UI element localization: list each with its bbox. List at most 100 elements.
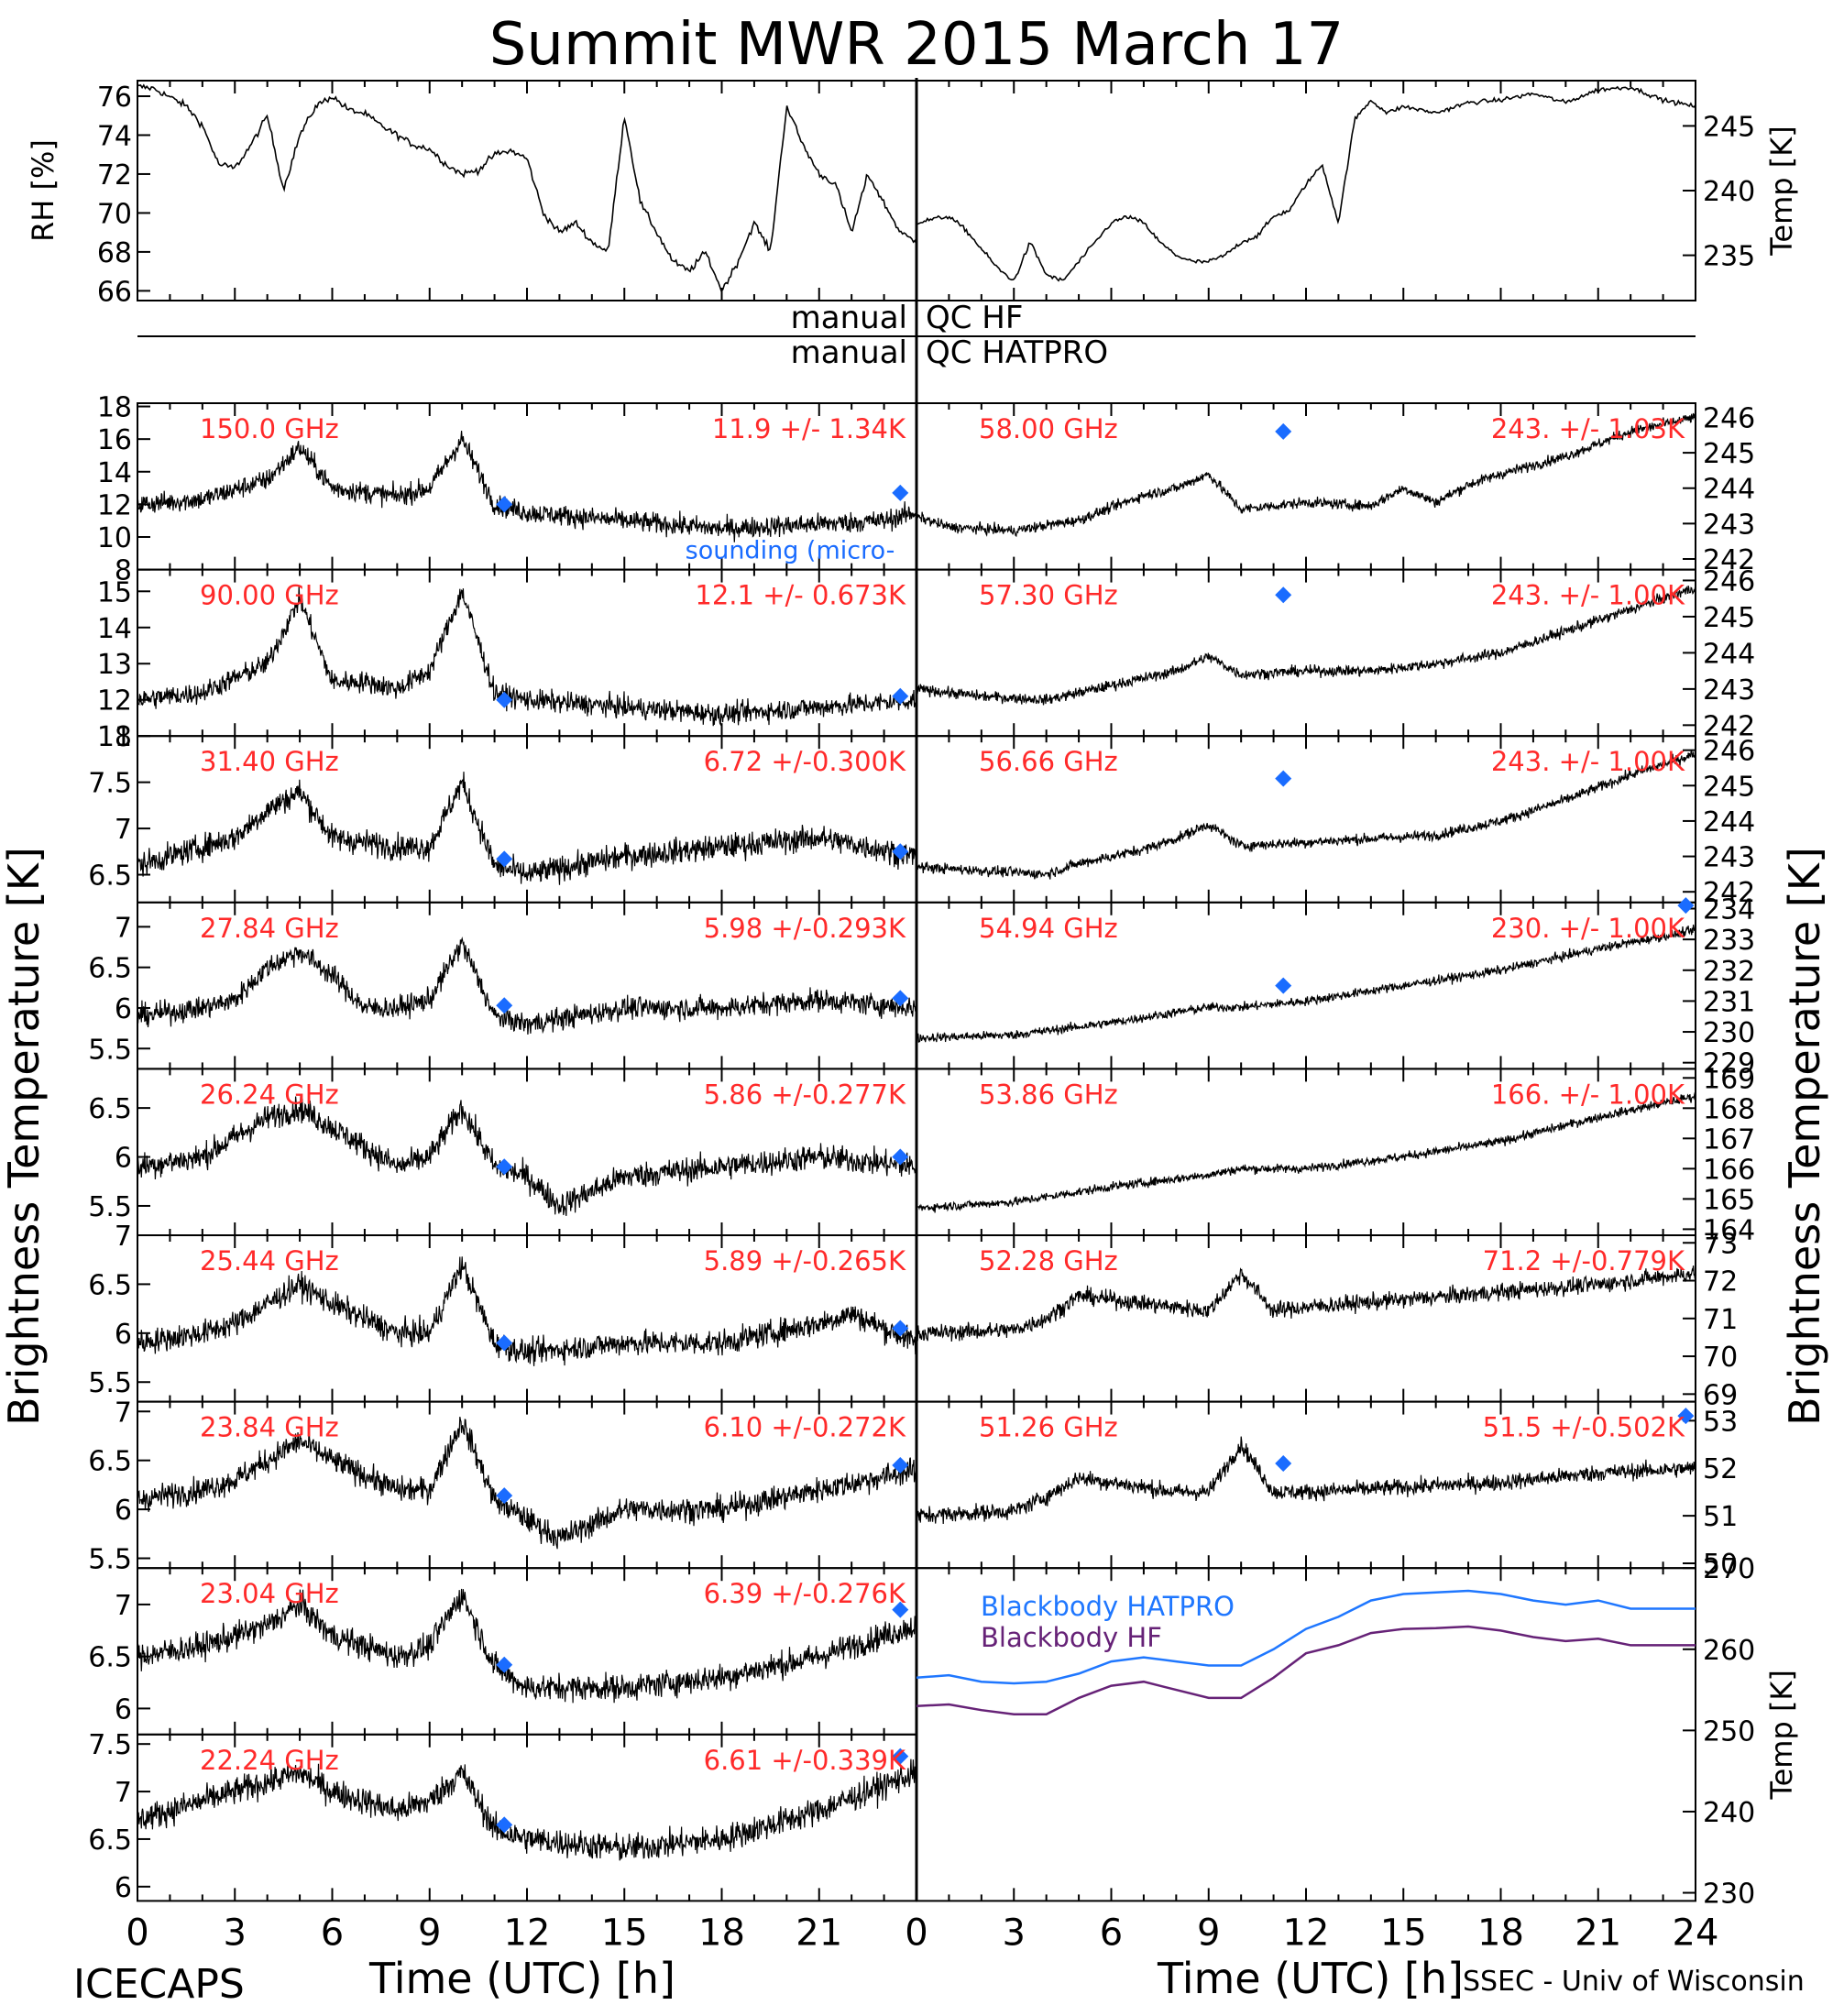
y-tick-label: 16 xyxy=(97,424,132,456)
x-tick-label: 18 xyxy=(698,1912,745,1954)
channel-label: 90.00 GHz xyxy=(200,580,339,611)
series-line-blackbody-hatpro xyxy=(916,1589,1696,1685)
channel-stats: 6.10 +/-0.272K xyxy=(704,1412,906,1443)
channel-label: 54.94 GHz xyxy=(979,913,1118,944)
x-tick-label: 18 xyxy=(1477,1912,1524,1954)
panel-y-label: RH [%] xyxy=(26,139,60,242)
y-tick-label: 70 xyxy=(1703,1342,1738,1374)
sounding-marker xyxy=(1677,1408,1695,1425)
brightness-temperature-trace xyxy=(916,1091,1696,1213)
sounding-marker xyxy=(496,1334,513,1352)
plot-area xyxy=(916,412,1696,538)
sounding-marker xyxy=(496,1656,513,1673)
sounding-marker xyxy=(496,1816,513,1834)
channel-label: 150.0 GHz xyxy=(200,413,339,444)
y-tick-label: 8 xyxy=(115,555,132,587)
y-tick-label: 6 xyxy=(115,1693,132,1726)
y-tick-label: 6.5 xyxy=(88,1824,132,1857)
sounding-marker xyxy=(1275,1455,1292,1473)
brightness-temperature-trace xyxy=(137,1256,916,1366)
y-tick-label: 72 xyxy=(1703,1266,1738,1298)
channel-stats: 5.89 +/-0.265K xyxy=(704,1245,906,1276)
y-tick-label: 168 xyxy=(1703,1093,1755,1125)
panel-y-label: Temp [K] xyxy=(1764,1670,1799,1800)
channel-stats: 51.5 +/-0.502K xyxy=(1483,1412,1685,1443)
channel-stats: 71.2 +/-0.779K xyxy=(1483,1245,1685,1276)
brightness-temperature-trace xyxy=(137,1759,916,1861)
plot-area xyxy=(916,1091,1696,1213)
plot-area xyxy=(137,1095,916,1216)
y-tick-label: 230 xyxy=(1703,1017,1755,1049)
x-axis-label-right: Time (UTC) [h] xyxy=(1157,1954,1464,2003)
channel-label: 22.24 GHz xyxy=(200,1745,339,1776)
y-tick-label: 7 xyxy=(115,1397,132,1429)
brightness-temperature-trace xyxy=(916,749,1696,880)
y-tick-label: 66 xyxy=(97,276,132,308)
channel-stats: 243. +/- 1.03K xyxy=(1491,413,1685,444)
sounding-marker xyxy=(496,496,513,513)
channel-label: 56.66 GHz xyxy=(979,746,1118,777)
y-tick-label: 244 xyxy=(1703,474,1755,506)
y-tick-label: 234 xyxy=(1703,894,1755,926)
y-tick-label: 233 xyxy=(1703,925,1755,957)
y-tick-label: 14 xyxy=(97,457,132,489)
panel-left-3: 6.5 7 7.5 8 31.40 GHz 6.72 +/-0.300K xyxy=(88,721,917,904)
sounding-marker xyxy=(1275,586,1292,604)
channel-label: 31.40 GHz xyxy=(200,746,339,777)
y-tick-label: 76 xyxy=(97,82,132,114)
y-tick-label: 7 xyxy=(115,1590,132,1622)
footer-left: ICECAPS xyxy=(73,1961,245,2008)
y-tick-label: 244 xyxy=(1703,806,1755,838)
y-tick-label: 167 xyxy=(1703,1123,1755,1156)
y-tick-label: 230 xyxy=(1703,1879,1755,1911)
x-tick-label: 6 xyxy=(321,1912,344,1954)
y-tick-label: 50 xyxy=(1703,1549,1738,1581)
y-tick-label: 68 xyxy=(97,237,132,269)
y-tick-label: 5.5 xyxy=(88,1367,132,1399)
y-tick-label: 231 xyxy=(1703,986,1755,1018)
x-tick-label: 21 xyxy=(1575,1912,1621,1954)
channel-label: 27.84 GHz xyxy=(200,913,339,944)
plot-area xyxy=(137,83,916,293)
plot-area xyxy=(137,1759,916,1861)
x-tick-label: 0 xyxy=(905,1912,927,1954)
sounding-marker xyxy=(892,843,909,860)
series-line-blackbody-hf xyxy=(916,1625,1696,1715)
channel-stats: 5.86 +/-0.277K xyxy=(704,1079,906,1110)
y-tick-label: 72 xyxy=(97,159,132,192)
x-tick-label: 21 xyxy=(796,1912,842,1954)
x-tick-label: 3 xyxy=(1003,1912,1026,1954)
x-tick-label: 24 xyxy=(1673,1912,1719,1954)
y-tick-label: 243 xyxy=(1703,842,1755,874)
channel-stats: 243. +/- 1.00K xyxy=(1491,746,1685,777)
channel-stats: 6.39 +/-0.276K xyxy=(704,1578,906,1609)
plot-area xyxy=(916,749,1696,880)
plot-area xyxy=(916,1265,1696,1342)
y-tick-label: 15 xyxy=(97,576,132,608)
panel-right-8: 230 240 250 260 270 Temp [K] Blackbody HATPROB… xyxy=(916,1553,1799,1911)
met-trace xyxy=(916,85,1696,282)
met-trace xyxy=(137,83,916,293)
y-tick-label: 246 xyxy=(1703,402,1755,434)
sounding-marker xyxy=(892,1457,909,1474)
plot-area xyxy=(916,586,1696,706)
channel-label: 51.26 GHz xyxy=(979,1412,1118,1443)
brightness-temperature-trace xyxy=(137,772,916,885)
y-tick-label: 232 xyxy=(1703,956,1755,988)
qc-hf-label: QC HF xyxy=(926,300,1023,336)
y-tick-label: 6 xyxy=(115,1319,132,1351)
sounding-marker xyxy=(892,990,909,1007)
y-tick-label: 73 xyxy=(1703,1228,1738,1260)
sounding-legend: sounding (micro- xyxy=(686,537,895,565)
plot-area xyxy=(137,1588,916,1704)
channel-label: 23.84 GHz xyxy=(200,1412,339,1443)
sounding-marker xyxy=(1677,897,1695,915)
channel-stats: 243. +/- 1.00K xyxy=(1491,580,1685,611)
y-tick-label: 51 xyxy=(1703,1501,1738,1533)
y-tick-label: 246 xyxy=(1703,736,1755,768)
legend-entry: Blackbody HF xyxy=(981,1622,1162,1653)
y-tick-label: 245 xyxy=(1703,602,1755,634)
sounding-marker xyxy=(1275,422,1292,440)
